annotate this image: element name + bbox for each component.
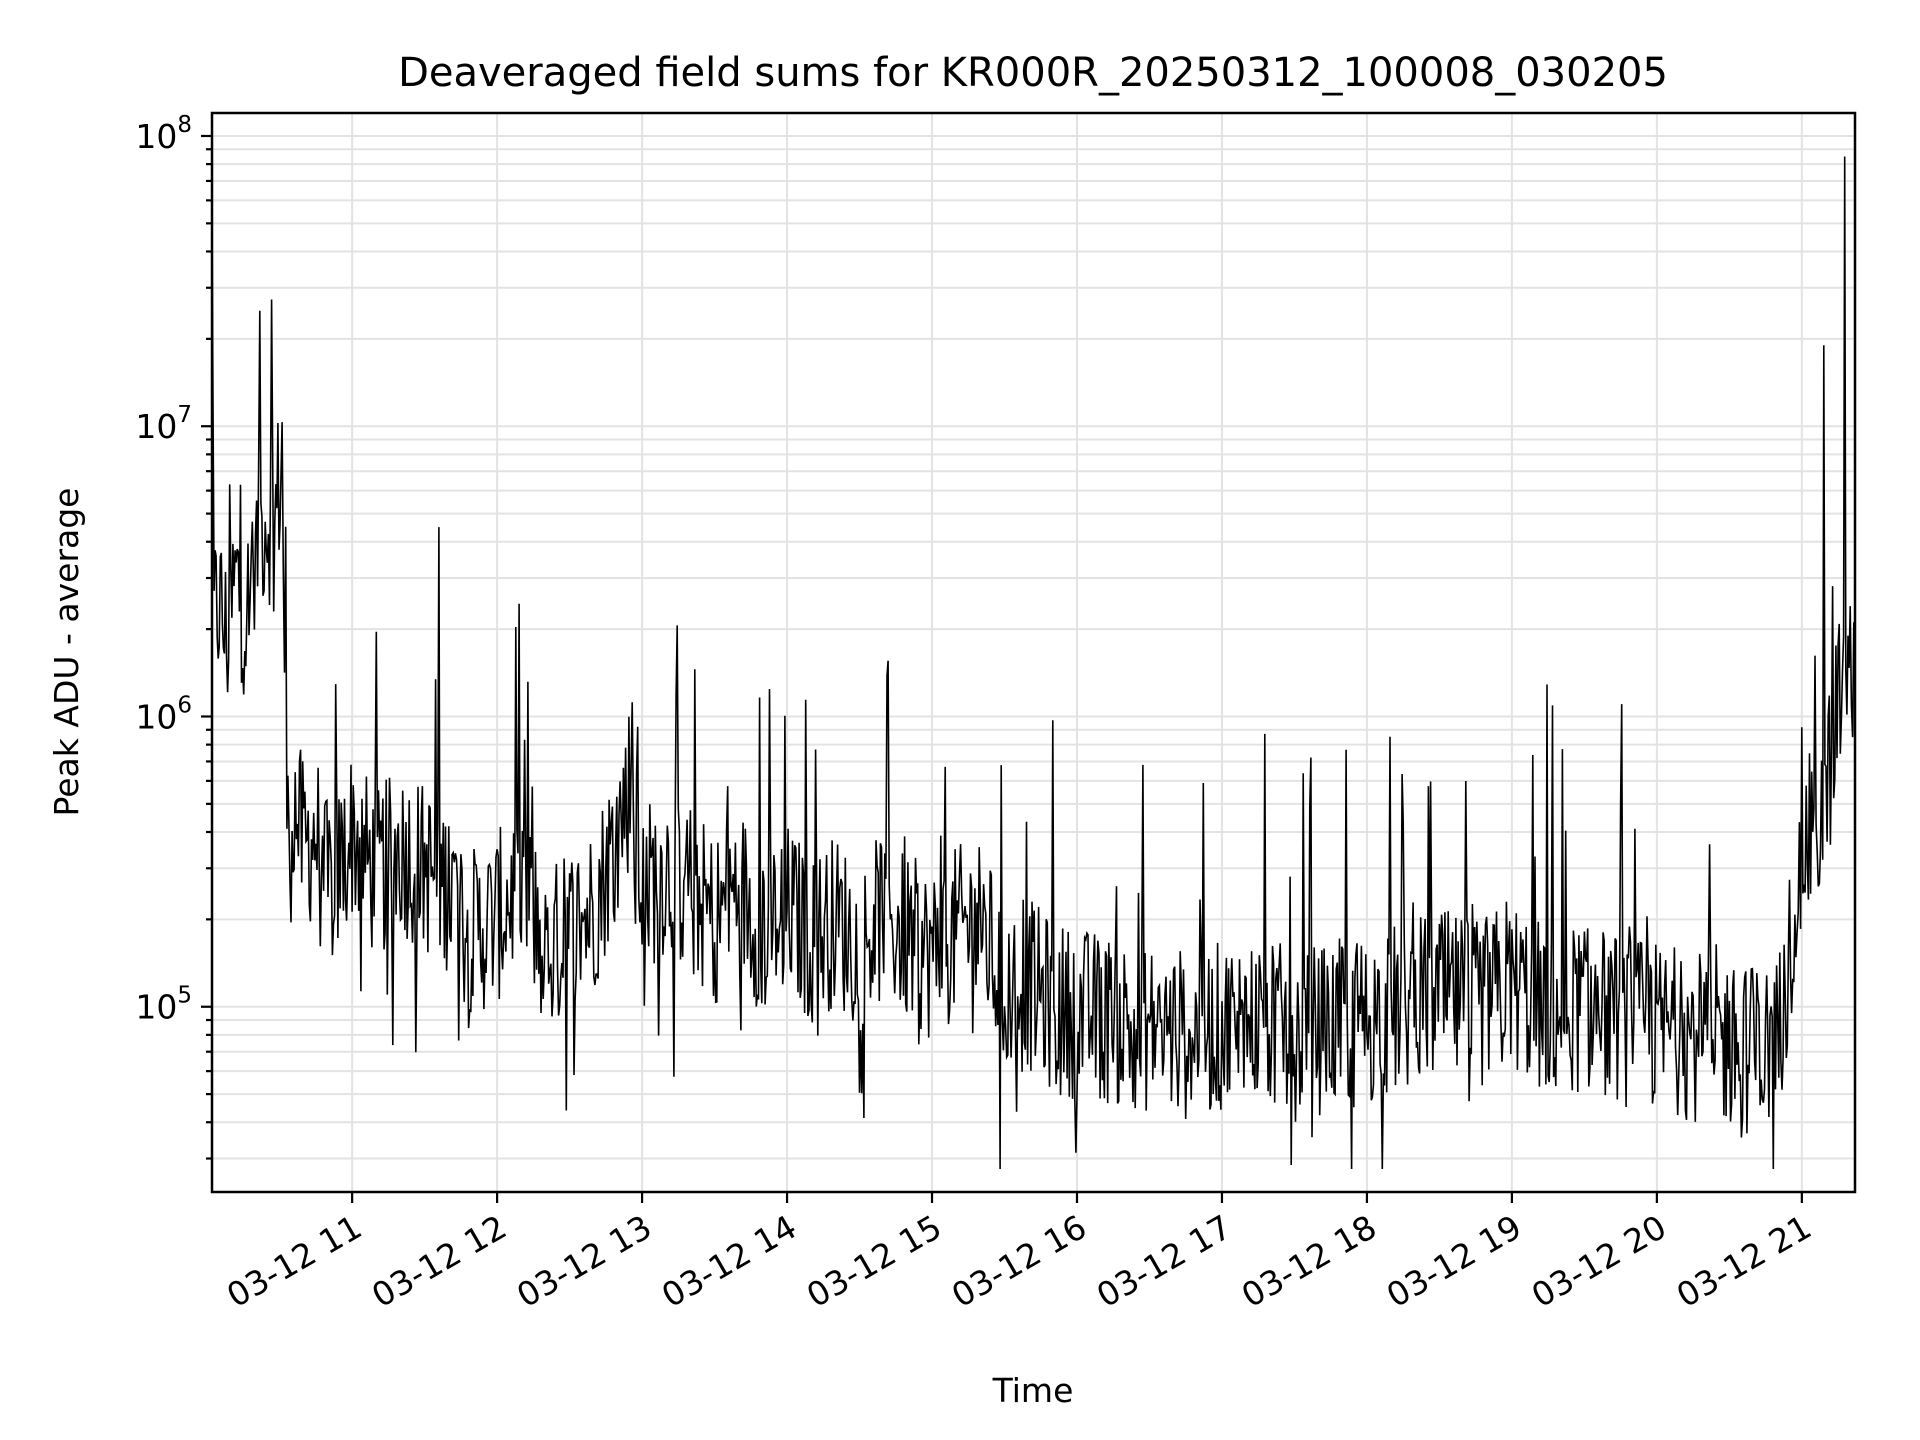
y-tick-label: 105 — [135, 983, 192, 1027]
plot-frame — [210, 111, 1857, 1194]
y-tick-label: 106 — [135, 692, 192, 736]
y-axis-label: Peak ADU - average — [47, 488, 86, 817]
y-tick-labels: 105 106 107 108 — [135, 112, 192, 1027]
y-tick-label: 108 — [135, 112, 192, 156]
chart-title: Deaveraged field sums for KR000R_2025031… — [398, 50, 1668, 96]
x-axis-label: Time — [992, 1371, 1074, 1410]
series-line — [211, 156, 1856, 1170]
gridlines — [212, 113, 1855, 1192]
y-tick-label: 107 — [135, 402, 192, 446]
axis-ticks — [201, 134, 1803, 1203]
